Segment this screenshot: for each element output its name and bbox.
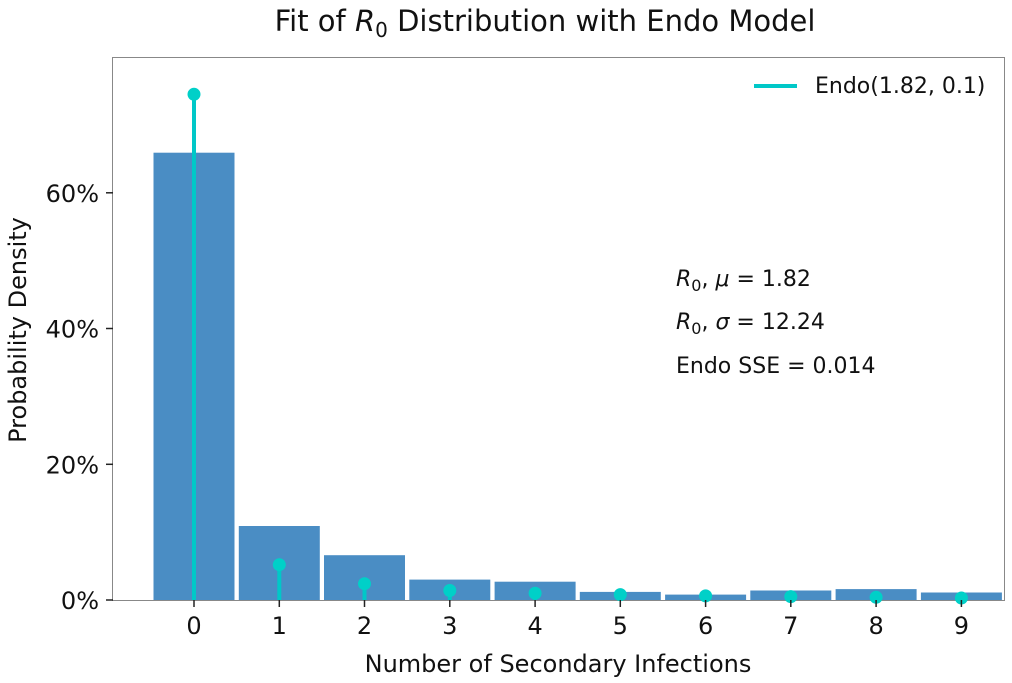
x-tick-label-8: 8	[868, 612, 883, 640]
x-tick-label-2: 2	[357, 612, 372, 640]
annotation-mean-symbol: R	[676, 267, 691, 292]
chart-title-prefix: Fit of	[275, 4, 355, 38]
chart-title-symbol: R	[355, 4, 375, 38]
x-axis-label: Number of Secondary Infections	[365, 650, 752, 678]
svg-text:R0, σ = 12.24: R0, σ = 12.24	[676, 310, 825, 338]
y-tick-label-40%: 40%	[46, 316, 99, 344]
annotation-std-subscript: 0	[691, 319, 701, 338]
chart-title: Fit of R0 Distribution with Endo Model	[275, 4, 816, 42]
annotation-std-greek: σ	[715, 310, 730, 335]
stem-marker-9	[954, 591, 968, 605]
stem-marker-1	[272, 558, 286, 572]
annotation-mean-subscript: 0	[691, 276, 701, 295]
plot-frame	[112, 57, 1005, 601]
chart-title-subscript: 0	[375, 18, 388, 42]
x-tick-label-7: 7	[783, 612, 798, 640]
x-tick-label-4: 4	[527, 612, 542, 640]
y-tick-label-60%: 60%	[46, 180, 99, 208]
x-tick-label-5: 5	[613, 612, 628, 640]
x-tick-label-1: 1	[272, 612, 287, 640]
y-axis-label: Probability Density	[4, 217, 32, 443]
ticks-layer: 0 1 2 3 4 5 6 7 8 9 0% 20% 40% 60%	[46, 180, 969, 640]
stems-layer	[187, 87, 968, 605]
stem-marker-7	[784, 590, 798, 604]
legend-label: Endo(1.82, 0.1)	[815, 74, 985, 99]
y-tick-label-0%: 0%	[61, 587, 99, 615]
annotation-sse: Endo SSE = 0.014	[676, 354, 876, 379]
y-tick-label-20%: 20%	[46, 451, 99, 479]
stem-marker-8	[869, 590, 883, 604]
x-tick-label-0: 0	[186, 612, 201, 640]
annotation-std: R0, σ = 12.24	[676, 310, 825, 338]
x-tick-label-6: 6	[698, 612, 713, 640]
x-tick-label-3: 3	[442, 612, 457, 640]
legend: Endo(1.82, 0.1)	[754, 74, 985, 99]
annotation-mean-greek: μ	[714, 267, 729, 292]
annotation-std-value: = 12.24	[729, 310, 824, 335]
chart-title-suffix: Distribution with Endo Model	[388, 4, 816, 38]
x-tick-label-9: 9	[954, 612, 969, 640]
annotation-std-symbol: R	[676, 310, 691, 335]
stem-marker-6	[699, 589, 713, 603]
svg-text:R0, μ = 1.82: R0, μ = 1.82	[676, 267, 811, 295]
stem-marker-3	[443, 584, 457, 597]
stem-marker-0	[187, 87, 201, 101]
stem-marker-2	[358, 577, 371, 591]
stem-marker-5	[613, 588, 627, 602]
svg-text:Fit of R0 Distribution with En: Fit of R0 Distribution with Endo Model	[275, 4, 816, 42]
annotation-mean-value: = 1.82	[729, 267, 810, 292]
annotation-mean: R0, μ = 1.82	[676, 267, 811, 295]
stem-marker-4	[528, 586, 542, 600]
